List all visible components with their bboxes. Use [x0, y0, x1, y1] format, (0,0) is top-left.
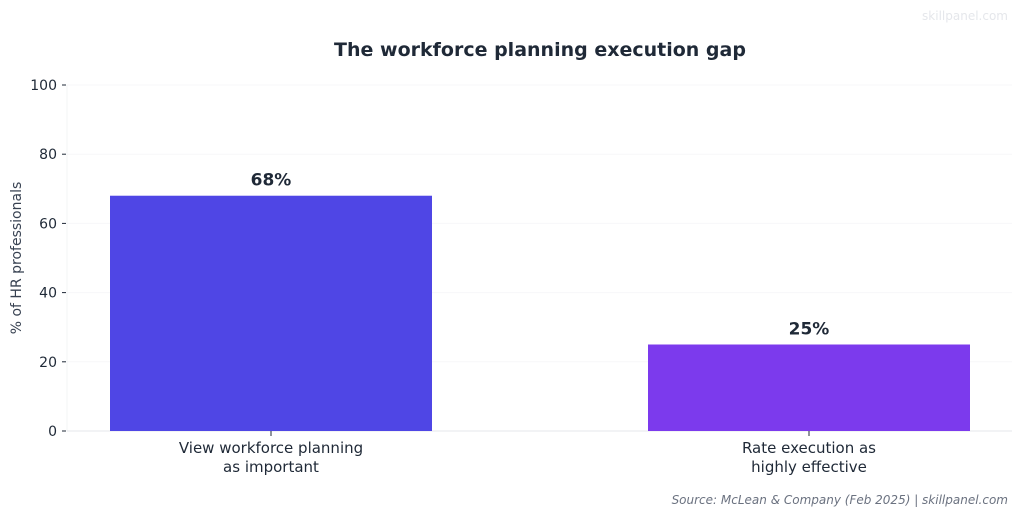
bar — [648, 344, 970, 431]
y-tick-label: 20 — [39, 355, 57, 371]
watermark: skillpanel.com — [922, 9, 1008, 23]
x-tick-label: Rate execution as highly effective — [742, 439, 876, 476]
y-tick-label: 80 — [39, 147, 57, 163]
x-tick-label-line: highly effective — [751, 458, 867, 476]
bars: 68% 25% — [110, 171, 970, 431]
y-tick-label: 100 — [30, 78, 57, 94]
x-tick-label-line: View workforce planning — [179, 439, 363, 457]
x-ticks: View workforce planning as important Rate … — [179, 431, 876, 476]
x-tick-label-line: Rate execution as — [742, 439, 876, 457]
chart-title: The workforce planning execution gap — [334, 39, 746, 61]
y-axis-label: % of HR professionals — [9, 182, 25, 335]
y-tick-label: 40 — [39, 286, 57, 302]
x-tick-label: View workforce planning as important — [179, 439, 363, 476]
bar — [110, 195, 432, 431]
y-tick-label: 60 — [39, 216, 57, 232]
x-tick-label-line: as important — [223, 458, 319, 476]
source-note: Source: McLean & Company (Feb 2025) | sk… — [672, 493, 1008, 507]
data-label: 25% — [789, 320, 830, 340]
y-tick-label: 0 — [48, 424, 57, 440]
data-label: 68% — [251, 171, 292, 191]
y-ticks: 0 20 40 60 80 100 — [30, 78, 66, 440]
